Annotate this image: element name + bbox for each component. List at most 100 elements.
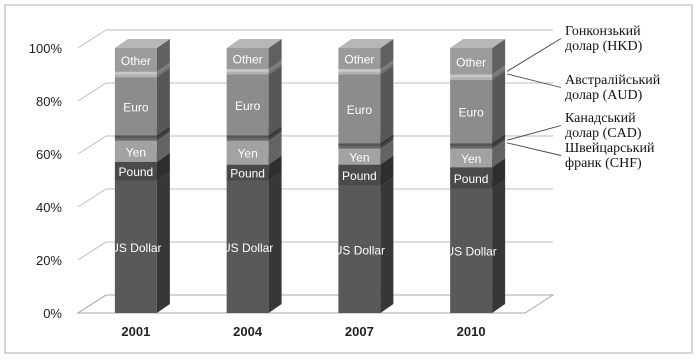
y-axis: 0% 20% 40% 60% 80% 100%	[29, 41, 63, 321]
bar-2010: US Dollar Pound Yen Euro Other	[445, 39, 506, 313]
gridline-slant	[77, 135, 107, 155]
bar-side	[380, 176, 394, 313]
bar-side	[492, 179, 506, 313]
data-label: Pound	[342, 169, 377, 183]
bar-front	[338, 143, 381, 147]
bar-side	[492, 158, 506, 189]
bar-side	[380, 137, 394, 149]
bar-front	[226, 71, 269, 75]
bar-front	[338, 164, 381, 186]
y-tick-label: 0%	[43, 306, 62, 321]
bar-side	[156, 65, 170, 78]
data-label: Pound	[454, 172, 489, 186]
bar-side	[268, 155, 282, 181]
bar-segment-us-dollar: US Dollar	[334, 176, 394, 313]
bar-front	[226, 140, 269, 165]
bar-side	[492, 137, 506, 149]
data-label: US Dollar	[110, 241, 161, 255]
gridline-slant	[77, 241, 107, 261]
bar-front	[338, 146, 381, 149]
bar-front	[338, 71, 381, 75]
data-label: Other	[233, 53, 263, 67]
bar-side	[380, 62, 394, 75]
bar-front	[450, 48, 493, 75]
annotation-label: долар (CAD)	[565, 126, 642, 141]
data-label: US Dollar	[222, 241, 273, 255]
x-tick-label: 2001	[121, 324, 150, 339]
bar-segment-us-dollar: US Dollar	[222, 171, 282, 313]
bar-segment-us-dollar: US Dollar	[110, 171, 170, 313]
bar-side	[156, 126, 170, 139]
bar-front	[338, 148, 381, 165]
annotation-label: Австралійський	[565, 73, 661, 88]
annotation-label: долар (AUD)	[565, 88, 643, 103]
bar-top	[114, 39, 170, 48]
annotation-label: франк (CHF)	[565, 156, 642, 171]
bar-front	[226, 135, 269, 139]
bar-2004: US Dollar Pound Yen Euro Other	[222, 39, 282, 313]
data-label: Euro	[123, 100, 149, 114]
data-label: Pound	[119, 165, 154, 179]
annotation-label: Швейцарський	[565, 141, 655, 156]
bar-side	[492, 134, 506, 147]
bar-front	[226, 69, 269, 72]
data-label: Euro	[235, 99, 261, 113]
data-label: Other	[344, 53, 374, 67]
x-tick-label: 2007	[345, 324, 374, 339]
bar-side	[156, 152, 170, 181]
bar-front	[226, 180, 269, 313]
bar-side	[380, 155, 394, 186]
annotation-label: долар (HKD)	[565, 39, 643, 54]
annotation-leader	[507, 142, 562, 156]
bar-side	[380, 39, 394, 70]
bar-front	[450, 188, 493, 313]
bar-top	[338, 39, 394, 48]
bar-front	[450, 74, 493, 78]
data-label: Euro	[347, 103, 373, 117]
bar-side	[492, 65, 506, 78]
x-tick-label: 2010	[457, 324, 486, 339]
annotation-leader	[507, 125, 562, 141]
bar-front	[114, 71, 157, 75]
data-label: Pound	[230, 167, 265, 181]
annotation-label: Канадський	[565, 111, 636, 126]
bar-side	[156, 39, 170, 72]
bar-segment-us-dollar: US Dollar	[445, 179, 506, 313]
bar-side	[492, 70, 506, 144]
bar-top	[226, 39, 282, 48]
bar-segment-other: Other	[338, 39, 394, 70]
bar-side	[492, 39, 506, 75]
bar-side	[268, 131, 282, 165]
gridline-slant	[77, 188, 107, 208]
data-label: US Dollar	[445, 245, 496, 259]
bar-side	[268, 60, 282, 72]
bar-segment-other: Other	[114, 39, 170, 72]
gridline-slant	[77, 29, 107, 49]
bar-front	[114, 48, 157, 72]
bar-segment-euro: Euro	[114, 68, 170, 136]
bar-front	[450, 167, 493, 189]
data-label: Yen	[349, 151, 369, 165]
annotation-leader	[507, 73, 562, 88]
bar-segment-euro: Euro	[450, 70, 506, 144]
bar-front	[114, 161, 157, 181]
annotation-label: Гонконзький	[565, 24, 641, 39]
bar-side	[492, 139, 506, 168]
bar-front	[338, 185, 381, 313]
bar-side	[268, 171, 282, 313]
y-tick-label: 40%	[36, 200, 62, 215]
bar-front	[226, 164, 269, 181]
bar-side	[156, 62, 170, 75]
data-label: Other	[456, 55, 486, 69]
bar-front	[114, 77, 157, 136]
bar-front	[114, 74, 157, 78]
bar-front	[450, 143, 493, 147]
bar-side	[156, 129, 170, 141]
bar-side	[380, 139, 394, 165]
bars: US Dollar Pound Yen Euro Other US Dollar Pound…	[110, 39, 506, 313]
bar-front	[338, 74, 381, 144]
bar-front	[450, 148, 493, 168]
x-tick-label: 2004	[233, 324, 263, 339]
